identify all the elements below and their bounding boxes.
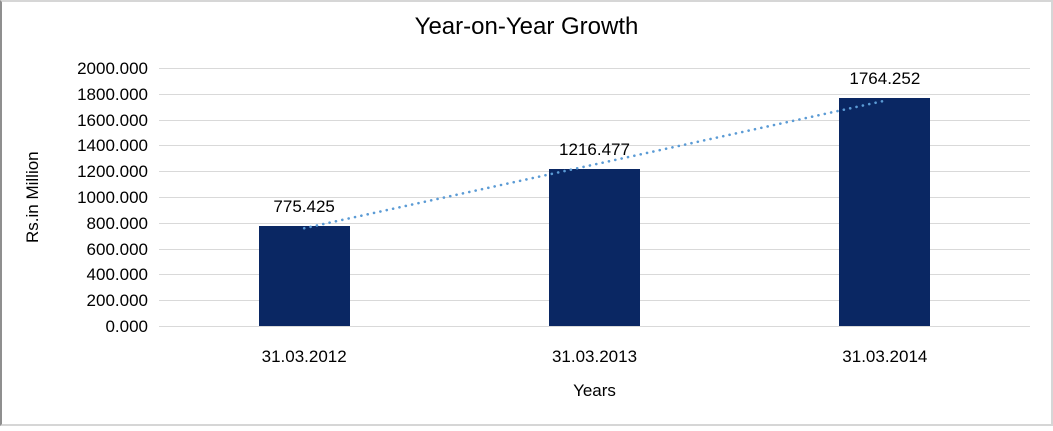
y-axis-tick-label: 1000.000 bbox=[77, 188, 148, 207]
y-axis-tick-label: 1400.000 bbox=[77, 136, 148, 156]
bar-31.03.2012[interactable] bbox=[258, 225, 350, 326]
x-axis-title: Years bbox=[573, 381, 616, 400]
y-axis-tick-label: 600.000 bbox=[86, 239, 148, 259]
y-axis-tick-label: 2000.000 bbox=[77, 59, 148, 78]
bar-31.03.2014[interactable] bbox=[839, 98, 931, 326]
data-label: 1216.477 bbox=[559, 140, 630, 160]
plot-area bbox=[159, 68, 1030, 327]
linear-trendline[interactable] bbox=[302, 99, 887, 230]
chart-title: Year-on-Year Growth bbox=[414, 13, 639, 40]
data-label: 1764.252 bbox=[849, 69, 921, 89]
y-axis-tick-label: 0.000 bbox=[105, 317, 148, 336]
bar-31.03.2013[interactable] bbox=[549, 169, 640, 326]
data-label: 775.425 bbox=[273, 196, 335, 216]
trendline-svg bbox=[302, 99, 887, 230]
y-axis-tick-label: 1200.000 bbox=[77, 162, 148, 182]
y-axis-tick-label: 400.000 bbox=[86, 265, 148, 285]
gridline bbox=[159, 68, 1030, 69]
y-axis-tick-label: 1600.000 bbox=[77, 110, 148, 130]
x-axis-tick-label: 31.03.2013 bbox=[551, 347, 638, 366]
y-axis-tick-label: 200.000 bbox=[86, 291, 148, 311]
gridline bbox=[159, 326, 1030, 327]
gridline bbox=[159, 145, 1030, 147]
x-axis-tick-label: 31.03.2014 bbox=[842, 347, 928, 366]
y-axis-tick-label: 800.000 bbox=[86, 213, 148, 233]
y-axis-tick-label: 1800.000 bbox=[77, 84, 148, 104]
x-axis-tick-label: 31.03.2012 bbox=[261, 347, 347, 366]
gridline bbox=[159, 93, 1030, 95]
gridline bbox=[159, 119, 1030, 121]
